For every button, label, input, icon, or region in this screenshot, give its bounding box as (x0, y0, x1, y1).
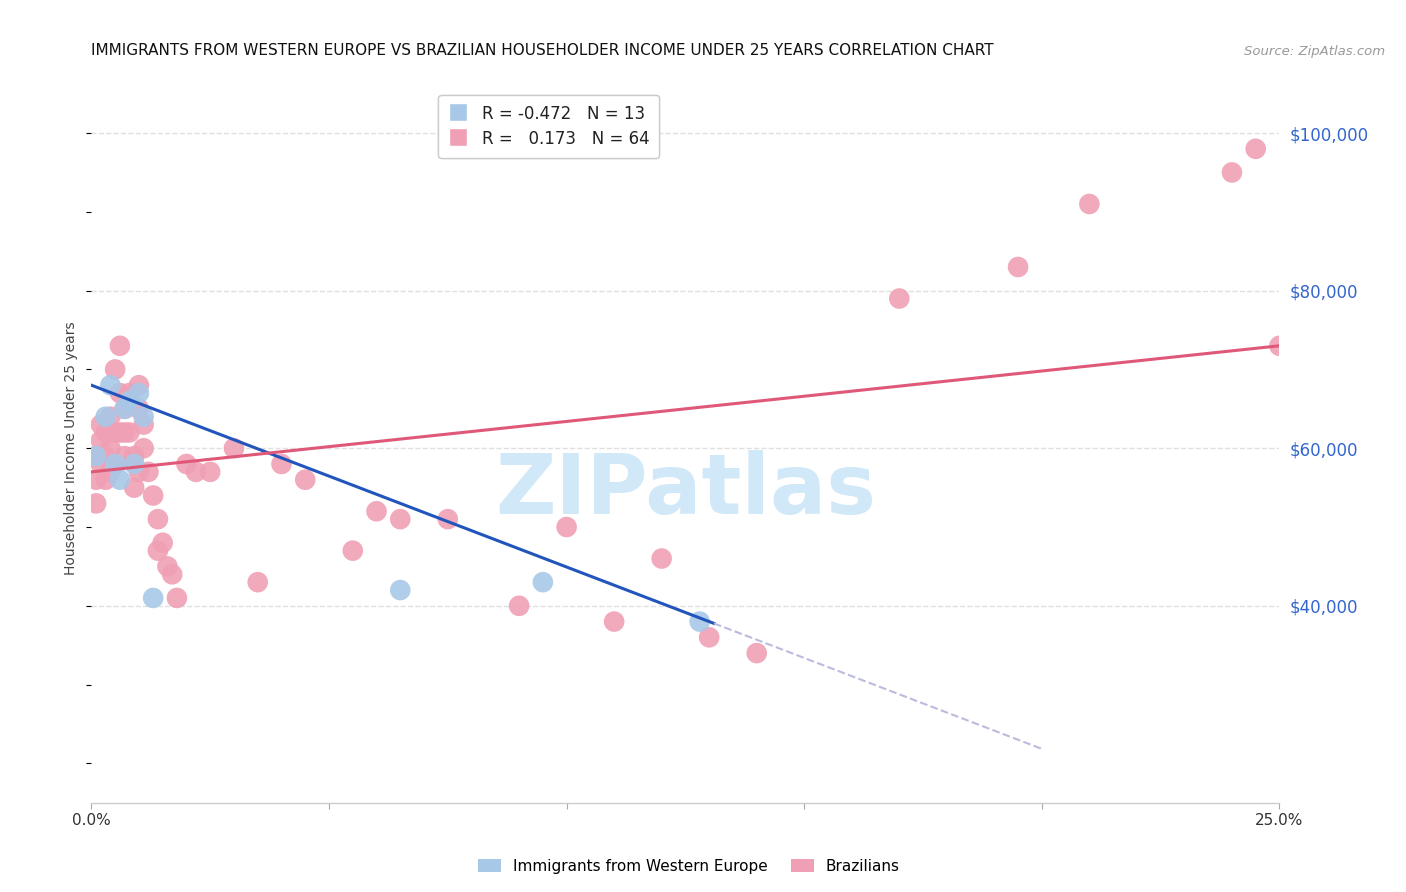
Point (118, 394, 141, 409)
Point (122, 457, 145, 471)
Point (114, 401, 136, 416)
Point (166, 591, 188, 605)
Point (104, 457, 127, 471)
Point (84, 449, 107, 463)
Point (94, 473, 117, 487)
Point (104, 362, 127, 376)
Point (294, 473, 316, 487)
Point (176, 457, 198, 471)
Point (200, 465, 222, 479)
Point (270, 457, 292, 471)
Point (132, 442, 155, 456)
Point (84, 496, 107, 510)
Point (122, 449, 145, 463)
Point (128, 465, 150, 479)
Point (122, 481, 145, 495)
Point (222, 442, 245, 456)
Point (1292, 489, 1315, 503)
Point (697, 631, 720, 645)
Point (108, 425, 131, 440)
Point (1007, 260, 1029, 274)
Point (889, 292, 911, 306)
Point (1364, 378, 1386, 392)
Point (90, 434, 112, 448)
Legend: R = -0.472   N = 13, R =   0.173   N = 64: R = -0.472 N = 13, R = 0.173 N = 64 (439, 95, 659, 158)
Point (84, 449, 107, 463)
Point (100, 442, 122, 456)
Point (90, 457, 112, 471)
Point (689, 615, 711, 629)
Point (389, 512, 412, 526)
Point (1078, 197, 1101, 211)
Point (389, 583, 412, 598)
Y-axis label: Householder Income Under 25 years: Householder Income Under 25 years (65, 321, 79, 575)
Point (118, 425, 141, 440)
Point (114, 401, 136, 416)
Point (146, 543, 169, 558)
Point (90, 417, 112, 432)
Point (94, 449, 117, 463)
Point (1268, 339, 1291, 353)
Point (128, 401, 150, 416)
Point (160, 567, 183, 582)
Text: ZIPatlas: ZIPatlas (495, 450, 876, 532)
Point (100, 465, 122, 479)
Point (603, 615, 626, 629)
Point (745, 646, 768, 660)
Point (84, 473, 107, 487)
Legend: Immigrants from Western Europe, Brazilians: Immigrants from Western Europe, Brazilia… (472, 853, 905, 880)
Point (128, 378, 150, 392)
Point (104, 457, 127, 471)
Point (1244, 142, 1267, 156)
Text: Source: ZipAtlas.com: Source: ZipAtlas.com (1244, 45, 1385, 58)
Point (138, 465, 160, 479)
Point (555, 520, 578, 534)
Point (132, 417, 155, 432)
Point (128, 386, 150, 401)
Point (114, 425, 136, 440)
Point (142, 591, 165, 605)
Point (531, 575, 554, 590)
Point (184, 465, 207, 479)
Point (94, 425, 117, 440)
Point (146, 512, 169, 526)
Text: IMMIGRANTS FROM WESTERN EUROPE VS BRAZILIAN HOUSEHOLDER INCOME UNDER 25 YEARS CO: IMMIGRANTS FROM WESTERN EUROPE VS BRAZIL… (91, 43, 994, 58)
Point (152, 535, 174, 549)
Point (100, 409, 122, 424)
Point (104, 425, 127, 440)
Point (508, 599, 530, 613)
Point (156, 559, 179, 574)
Point (94, 409, 117, 424)
Point (108, 473, 131, 487)
Point (246, 575, 269, 590)
Point (108, 386, 131, 401)
Point (132, 409, 155, 424)
Point (1316, 354, 1339, 368)
Point (142, 489, 165, 503)
Point (118, 386, 141, 401)
Point (651, 551, 673, 566)
Point (1220, 165, 1243, 179)
Point (108, 339, 131, 353)
Point (436, 512, 458, 526)
Point (114, 449, 136, 463)
Point (366, 504, 388, 518)
Point (342, 543, 364, 558)
Point (100, 378, 122, 392)
